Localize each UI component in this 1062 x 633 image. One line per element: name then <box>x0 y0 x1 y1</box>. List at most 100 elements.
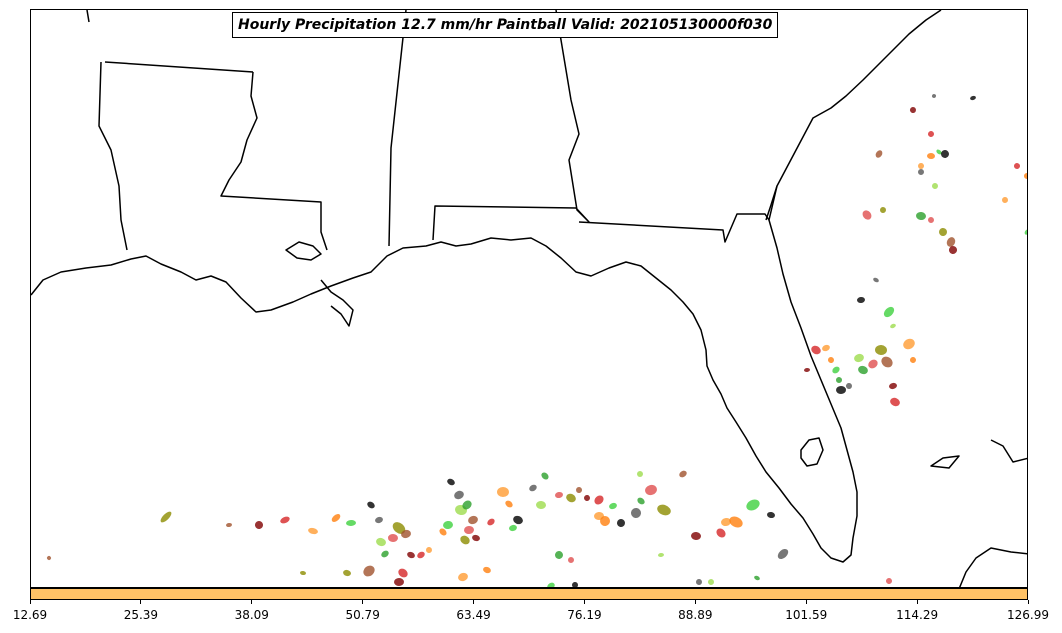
precip-blob <box>483 566 491 574</box>
precip-blob <box>880 207 886 213</box>
precip-blob <box>890 323 896 329</box>
border-tn <box>86 10 90 23</box>
map-panel <box>30 9 1028 588</box>
precip-blob <box>576 487 582 493</box>
precip-blob <box>536 500 546 510</box>
geo-lines <box>31 10 1027 587</box>
precipitation-blobs <box>47 94 1027 587</box>
precip-blob <box>1014 163 1020 169</box>
precip-blob <box>555 551 563 559</box>
colorbar-tick-label: 25.39 <box>123 608 159 622</box>
precip-blob <box>868 359 878 369</box>
precip-blob <box>903 338 915 350</box>
map-svg <box>31 10 1027 587</box>
colorbar-tick-mark <box>916 600 918 604</box>
precip-blob <box>308 527 318 535</box>
precip-blob <box>916 211 926 221</box>
precip-blob <box>367 501 375 509</box>
precip-blob <box>657 504 671 516</box>
colorbar-tick-mark <box>251 600 253 604</box>
border-ga-fl <box>578 213 770 243</box>
precip-blob <box>946 237 956 247</box>
precip-blob <box>836 385 846 395</box>
precip-blob <box>910 357 916 363</box>
precip-blob <box>862 210 872 220</box>
precip-blob <box>970 95 976 101</box>
gulf-coastline <box>31 10 942 563</box>
precip-blob <box>300 570 306 576</box>
colorbar-tick-label: 76.19 <box>567 608 602 622</box>
precip-blob <box>804 367 810 373</box>
precip-blob <box>846 383 852 389</box>
precip-blob <box>1024 173 1027 179</box>
colorbar-tick-mark <box>694 600 696 604</box>
atlantic-coastline-north <box>765 185 778 221</box>
precip-blob <box>836 377 842 383</box>
precip-blob <box>426 547 432 553</box>
precip-blob <box>513 515 523 525</box>
border-tx-la <box>98 61 128 251</box>
colorbar-tick-mark <box>1027 600 1029 604</box>
precip-blob <box>584 495 590 501</box>
border-al-ga <box>432 10 590 241</box>
precip-blob <box>875 344 887 356</box>
precip-blob <box>255 521 263 529</box>
colorbar-tick-label: 63.49 <box>456 608 491 622</box>
precip-blob <box>708 579 714 585</box>
precip-blob <box>936 149 942 155</box>
precip-blob <box>417 551 425 559</box>
lake-okeechobee <box>800 437 824 467</box>
precip-blob <box>658 552 664 558</box>
precip-blob <box>716 528 726 538</box>
precip-blob <box>509 524 517 532</box>
precip-blob <box>889 382 897 390</box>
precip-blob <box>346 519 356 527</box>
precip-blob <box>832 366 840 374</box>
precip-blob <box>721 517 731 527</box>
precip-blob <box>458 572 468 582</box>
precip-blob <box>505 500 513 508</box>
precip-blob <box>566 493 576 503</box>
colorbar-tick-mark <box>805 600 807 604</box>
precip-blob <box>746 499 760 511</box>
precip-blob <box>497 486 509 498</box>
colorbar-tick-mark <box>29 600 31 604</box>
map-title: Hourly Precipitation 12.7 mm/hr Paintbal… <box>232 12 779 38</box>
cuba-coastline <box>959 547 1027 587</box>
precip-blob <box>858 365 868 375</box>
colorbar-tick-mark <box>140 600 142 604</box>
colorbar-tick-mark <box>473 600 475 604</box>
colorbar-tick-mark <box>583 600 585 604</box>
precip-blob <box>927 152 935 160</box>
precip-blob <box>890 397 900 407</box>
precip-blob <box>645 484 657 496</box>
precip-blob <box>381 550 389 558</box>
precip-blob <box>443 520 453 530</box>
precip-blob <box>767 511 775 519</box>
precip-blob <box>375 516 383 524</box>
precip-blob <box>637 471 643 477</box>
border-ms-al <box>388 10 407 247</box>
precip-blob <box>529 484 537 492</box>
precip-blob <box>949 245 957 254</box>
precip-blob <box>568 557 574 563</box>
precip-blob <box>394 577 404 587</box>
precip-blob <box>398 568 408 578</box>
precip-blob <box>468 515 478 525</box>
colorbar-tick-label: 88.89 <box>678 608 713 622</box>
precip-blob <box>854 353 864 363</box>
precip-blob <box>828 357 834 363</box>
precip-blob <box>160 511 172 523</box>
precip-blob <box>280 516 290 524</box>
louisiana-bays <box>285 241 322 261</box>
colorbar-tick-mark <box>362 600 364 604</box>
precip-blob <box>881 356 893 368</box>
precip-blob <box>928 131 934 137</box>
precip-blob <box>1024 229 1027 235</box>
precip-blob <box>447 478 455 486</box>
precip-blob <box>910 107 916 113</box>
precip-blob <box>454 490 464 500</box>
precip-blob <box>729 516 743 528</box>
precip-blob <box>886 578 892 584</box>
